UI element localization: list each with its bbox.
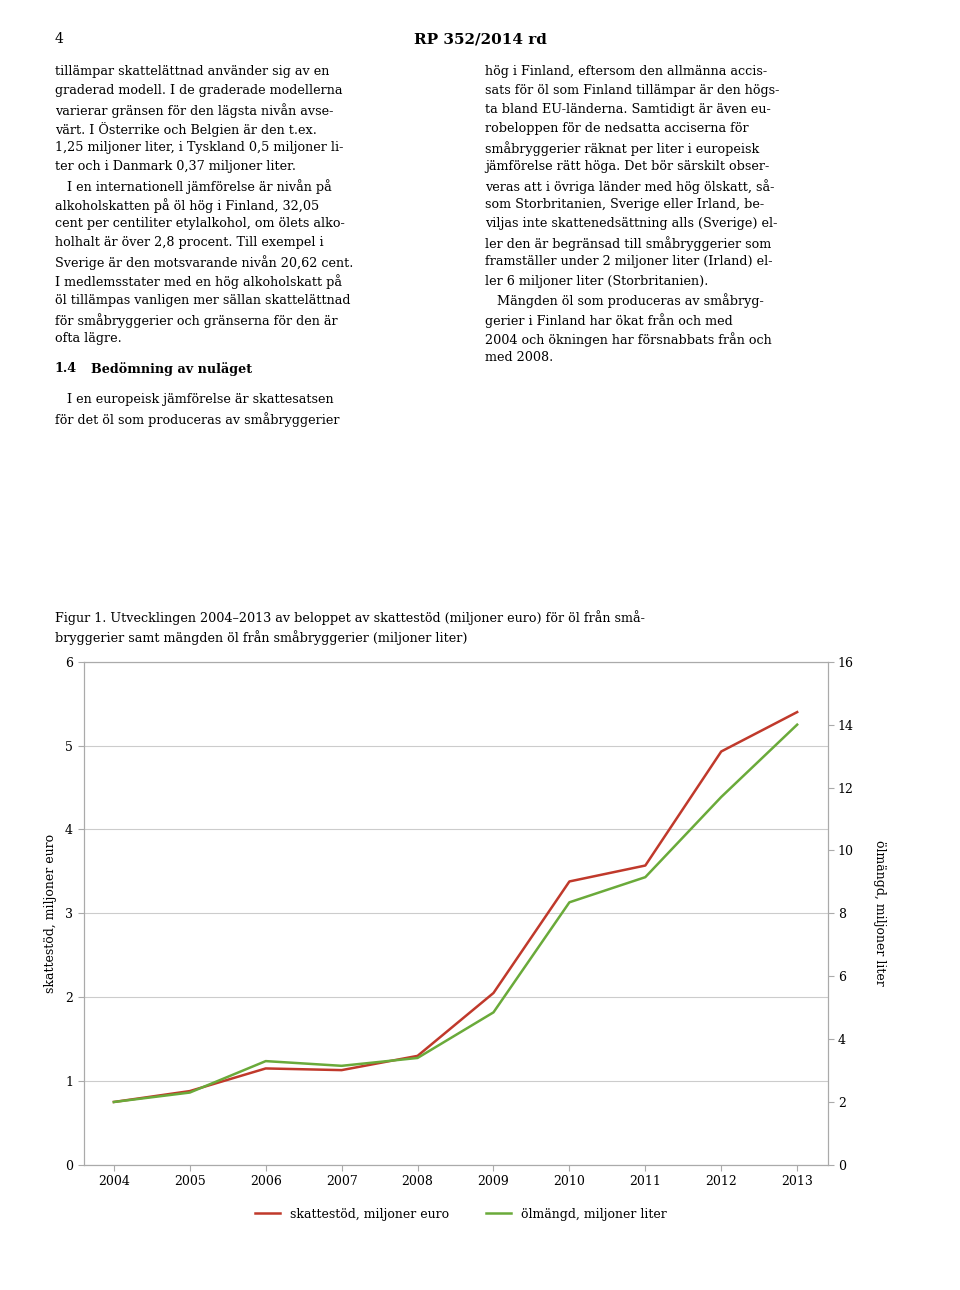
Text: holhalt är över 2,8 procent. Till exempel i: holhalt är över 2,8 procent. Till exempe…	[55, 236, 324, 249]
Text: viljas inte skattenedsättning alls (Sverige) el-: viljas inte skattenedsättning alls (Sver…	[485, 217, 778, 230]
Text: ofta lägre.: ofta lägre.	[55, 332, 122, 344]
Text: värt. I Österrike och Belgien är den t.ex.: värt. I Österrike och Belgien är den t.e…	[55, 121, 317, 137]
Text: Bedömning av nuläget: Bedömning av nuläget	[91, 362, 252, 377]
Text: hög i Finland, eftersom den allmänna accis-: hög i Finland, eftersom den allmänna acc…	[485, 64, 767, 77]
Text: som Storbritanien, Sverige eller Irland, be-: som Storbritanien, Sverige eller Irland,…	[485, 199, 764, 212]
Text: för det öl som produceras av småbryggerier: för det öl som produceras av småbryggeri…	[55, 412, 339, 427]
Text: 4: 4	[55, 32, 63, 46]
Text: småbryggerier räknat per liter i europeisk: småbryggerier räknat per liter i europei…	[485, 141, 759, 156]
Text: 1.4: 1.4	[55, 362, 77, 375]
Text: ta bland EU-länderna. Samtidigt är även eu-: ta bland EU-länderna. Samtidigt är även …	[485, 103, 771, 116]
Text: ler 6 miljoner liter (Storbritanien).: ler 6 miljoner liter (Storbritanien).	[485, 275, 708, 288]
Text: sats för öl som Finland tillämpar är den högs-: sats för öl som Finland tillämpar är den…	[485, 84, 780, 97]
Text: framställer under 2 miljoner liter (Irland) el-: framställer under 2 miljoner liter (Irla…	[485, 255, 772, 268]
Text: ler den är begränsad till småbryggerier som: ler den är begränsad till småbryggerier …	[485, 236, 771, 252]
Text: gerier i Finland har ökat från och med: gerier i Finland har ökat från och med	[485, 312, 732, 328]
Y-axis label: skattestöd, miljoner euro: skattestöd, miljoner euro	[44, 833, 57, 993]
Text: jämförelse rätt höga. Det bör särskilt obser-: jämförelse rätt höga. Det bör särskilt o…	[485, 160, 769, 173]
Text: 2004 och ökningen har försnabbats från och: 2004 och ökningen har försnabbats från o…	[485, 332, 772, 347]
Text: tillämpar skattelättnad använder sig av en: tillämpar skattelättnad använder sig av …	[55, 64, 329, 77]
Text: robeloppen för de nedsatta acciserna för: robeloppen för de nedsatta acciserna för	[485, 121, 749, 134]
Text: veras att i övriga länder med hög ölskatt, så-: veras att i övriga länder med hög ölskat…	[485, 179, 774, 193]
Text: cent per centiliter etylalkohol, om ölets alko-: cent per centiliter etylalkohol, om ölet…	[55, 217, 345, 230]
Text: graderad modell. I de graderade modellerna: graderad modell. I de graderade modeller…	[55, 84, 342, 97]
Y-axis label: ölmängd, miljoner liter: ölmängd, miljoner liter	[874, 841, 886, 986]
Text: alkoholskatten på öl hög i Finland, 32,05: alkoholskatten på öl hög i Finland, 32,0…	[55, 199, 319, 213]
Text: RP 352/2014 rd: RP 352/2014 rd	[414, 32, 546, 46]
Text: I medlemsstater med en hög alkoholskatt på: I medlemsstater med en hög alkoholskatt …	[55, 275, 342, 289]
Text: öl tillämpas vanligen mer sällan skattelättnad: öl tillämpas vanligen mer sällan skattel…	[55, 294, 350, 307]
Text: I en internationell jämförelse är nivån på: I en internationell jämförelse är nivån …	[55, 179, 331, 193]
Text: med 2008.: med 2008.	[485, 351, 553, 364]
Legend: skattestöd, miljoner euro, ölmängd, miljoner liter: skattestöd, miljoner euro, ölmängd, milj…	[250, 1202, 672, 1225]
Text: Sverige är den motsvarande nivån 20,62 cent.: Sverige är den motsvarande nivån 20,62 c…	[55, 255, 353, 271]
Text: I en europeisk jämförelse är skattesatsen: I en europeisk jämförelse är skattesatse…	[55, 393, 333, 406]
Text: Figur 1. Utvecklingen 2004–2013 av beloppet av skattestöd (miljoner euro) för öl: Figur 1. Utvecklingen 2004–2013 av belop…	[55, 610, 644, 645]
Text: varierar gränsen för den lägsta nivån avse-: varierar gränsen för den lägsta nivån av…	[55, 103, 333, 117]
Text: 1,25 miljoner liter, i Tyskland 0,5 miljoner li-: 1,25 miljoner liter, i Tyskland 0,5 milj…	[55, 141, 343, 154]
Text: för småbryggerier och gränserna för den är: för småbryggerier och gränserna för den …	[55, 312, 337, 328]
Text: Mängden öl som produceras av småbryg-: Mängden öl som produceras av småbryg-	[485, 294, 763, 308]
Text: ter och i Danmark 0,37 miljoner liter.: ter och i Danmark 0,37 miljoner liter.	[55, 160, 296, 173]
